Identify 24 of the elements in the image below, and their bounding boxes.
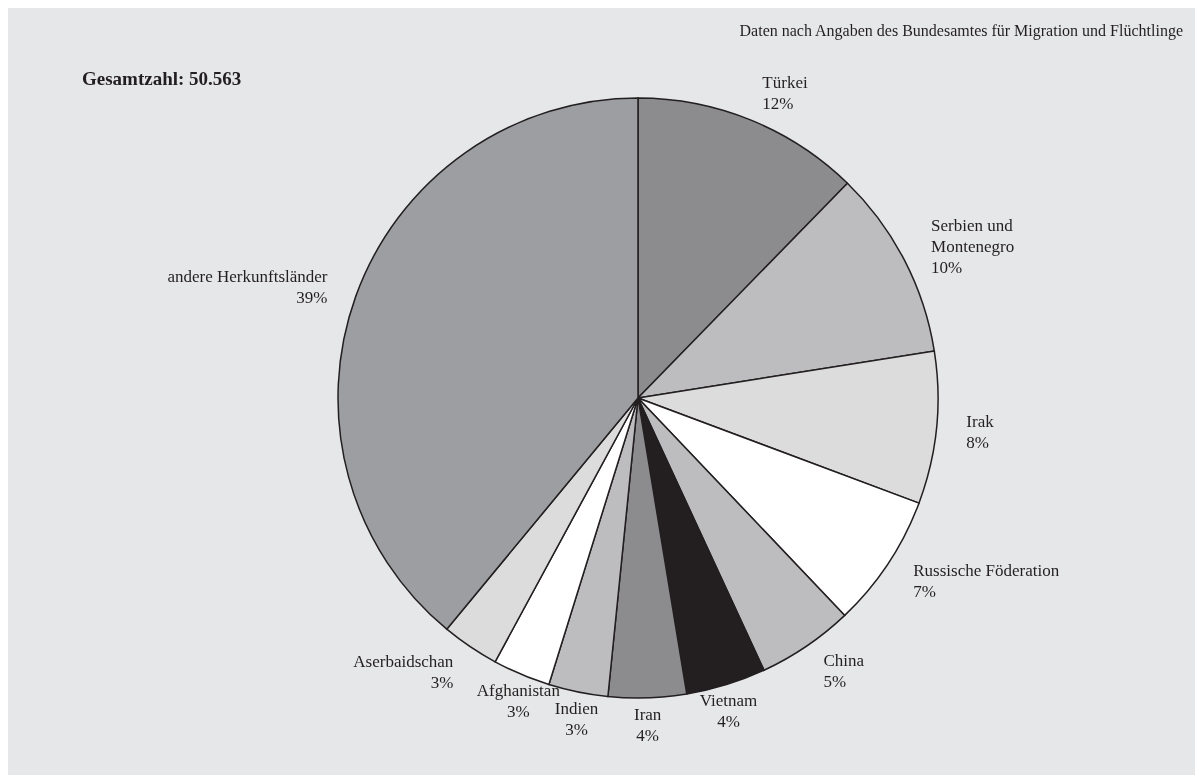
slice-label: Vietnam — [699, 691, 758, 711]
data-label: 4% — [636, 725, 660, 745]
slice-label: China — [823, 651, 865, 671]
slice-label: Afghanistan — [476, 680, 561, 700]
data-label: 10% — [931, 258, 963, 278]
data-label: 3% — [430, 673, 454, 693]
data-label: 3% — [507, 701, 530, 721]
data-label: 5% — [823, 672, 847, 692]
slice-label: Türkei — [762, 72, 808, 92]
slice-label: Indien — [554, 698, 599, 718]
data-label: 8% — [966, 432, 990, 452]
slice-label: Serbien und Montenegro — [931, 216, 1015, 257]
chart-title: Gesamtzahl: 50.563 — [82, 68, 242, 90]
slice-label: Iran — [633, 704, 662, 724]
slice-label: Irak — [966, 411, 995, 431]
data-label: 39% — [296, 287, 328, 307]
slice-label: Aserbaidschan — [353, 652, 454, 672]
data-label: 3% — [565, 719, 588, 739]
slice-label: Russische Föderation — [913, 560, 1060, 580]
slice-label: andere Herkunftsländer — [167, 266, 328, 286]
data-label: 12% — [762, 93, 794, 113]
data-label: 7% — [913, 581, 936, 601]
text: Daten nach Angaben des Bundesamtes für Migration und Flüchtlinge — [739, 22, 1183, 40]
data-label: 4% — [717, 712, 740, 732]
